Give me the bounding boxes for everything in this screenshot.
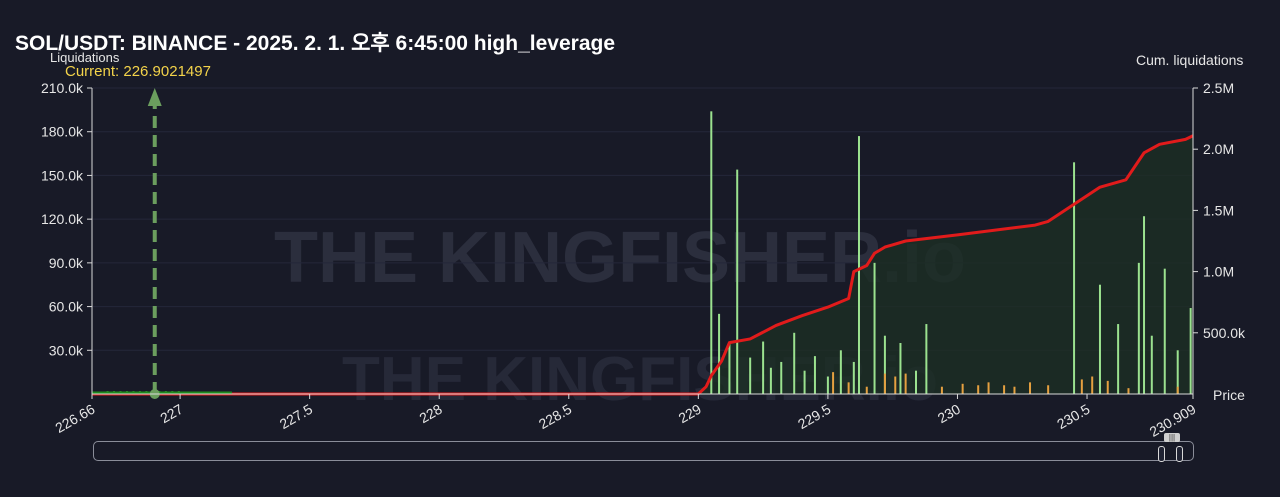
liquidation-bars [106, 111, 1192, 395]
y-tick-label-0: 30.0k [49, 342, 84, 358]
short-bar-16 [1106, 380, 1109, 394]
long-bar-14 [857, 136, 860, 395]
y-axis-title: Liquidations [50, 50, 120, 65]
long-bar-18 [915, 370, 918, 394]
cum-area [92, 135, 1193, 394]
long-bar-12 [839, 350, 842, 394]
short-bar-13 [1047, 385, 1050, 394]
long-bar-28 [1189, 308, 1192, 394]
y2-tick-label-2: 1.5M [1203, 202, 1234, 218]
long-bar-11 [826, 376, 829, 394]
y-tick-label-2: 90.0k [49, 255, 84, 271]
short-bar-4 [894, 376, 897, 394]
short-bar-2 [865, 386, 868, 394]
x-tick-label-0: 226.66 [52, 401, 97, 436]
long-bar-24 [1143, 216, 1146, 394]
long-bar-3 [736, 169, 739, 394]
short-bar-18 [1176, 386, 1179, 394]
short-bar-6 [940, 386, 943, 394]
long-bar-20 [1073, 162, 1076, 394]
y-tick-label-5: 180.0k [41, 124, 84, 140]
long-bar-15 [873, 262, 876, 394]
cum-line [92, 134, 1194, 396]
chart-title: SOL/USDT: BINANCE - 2025. 2. 1. 오후 6:45:… [15, 32, 616, 55]
long-bar-16 [883, 335, 886, 394]
range-handle-left[interactable] [1158, 446, 1165, 462]
y2-tick-label-3: 2.0M [1203, 141, 1234, 157]
short-bar-12 [1029, 382, 1032, 394]
short-bar-11 [1013, 386, 1016, 394]
range-scrollbar[interactable] [93, 441, 1194, 461]
y-tick-label-4: 150.0k [41, 167, 84, 183]
long-bar-19 [925, 324, 928, 394]
long-bar-13 [852, 361, 855, 394]
long-bar-21 [1098, 284, 1101, 394]
current-marker [147, 88, 162, 399]
y2-tick-label-1: 1.0M [1203, 264, 1234, 280]
long-bar-7 [780, 361, 783, 394]
y2-tick-label-0: 500.0k [1203, 325, 1246, 341]
long-bar-5 [762, 341, 765, 394]
long-bar-27 [1176, 350, 1179, 394]
y2-axis-title: Cum. liquidations [1136, 52, 1244, 68]
arrow-up-icon [147, 88, 162, 106]
long-bar-23 [1137, 262, 1140, 394]
long-bar-10 [813, 356, 816, 394]
long-bar-25 [1150, 335, 1153, 394]
long-bar-17 [899, 343, 902, 394]
x-tick-label-7: 230 [935, 401, 963, 427]
short-bar-7 [961, 383, 964, 394]
range-handle-right[interactable] [1176, 446, 1183, 462]
short-bar-9 [987, 382, 990, 394]
short-bar-8 [977, 385, 980, 394]
long-bar-9 [803, 370, 806, 394]
y-tick-label-1: 60.0k [49, 299, 84, 315]
x-tick-label-2: 227.5 [277, 401, 316, 432]
long-bar-22 [1117, 324, 1120, 394]
short-bar-15 [1091, 376, 1094, 394]
short-bar-0 [832, 372, 835, 394]
x-tick-label-1: 227 [157, 401, 185, 427]
short-bar-10 [1003, 385, 1006, 394]
long-bar-4 [749, 357, 752, 394]
short-bar-5 [904, 373, 907, 394]
long-bar-6 [769, 367, 772, 394]
x-tick-label-8: 230.5 [1054, 401, 1093, 432]
y-tick-label-6: 210.0k [41, 80, 84, 96]
short-bar-1 [847, 382, 850, 394]
current-price-label: Current: 226.9021497 [65, 63, 211, 80]
cum-area-fill [92, 135, 1193, 394]
long-bar-2 [728, 341, 731, 394]
grip-icon[interactable]: ||| [1164, 433, 1180, 442]
x-axis-title: Price [1213, 387, 1245, 403]
long-bar-8 [793, 332, 796, 394]
long-bar-1 [718, 313, 721, 394]
long-bar-26 [1163, 268, 1166, 394]
y-tick-label-3: 120.0k [41, 211, 84, 227]
cum-line-layer [92, 134, 1194, 396]
y2-tick-label-4: 2.5M [1203, 80, 1234, 96]
short-bar-3 [883, 373, 886, 394]
short-bar-14 [1080, 379, 1083, 394]
short-bar-17 [1127, 388, 1130, 394]
long-bar-0 [710, 111, 713, 395]
